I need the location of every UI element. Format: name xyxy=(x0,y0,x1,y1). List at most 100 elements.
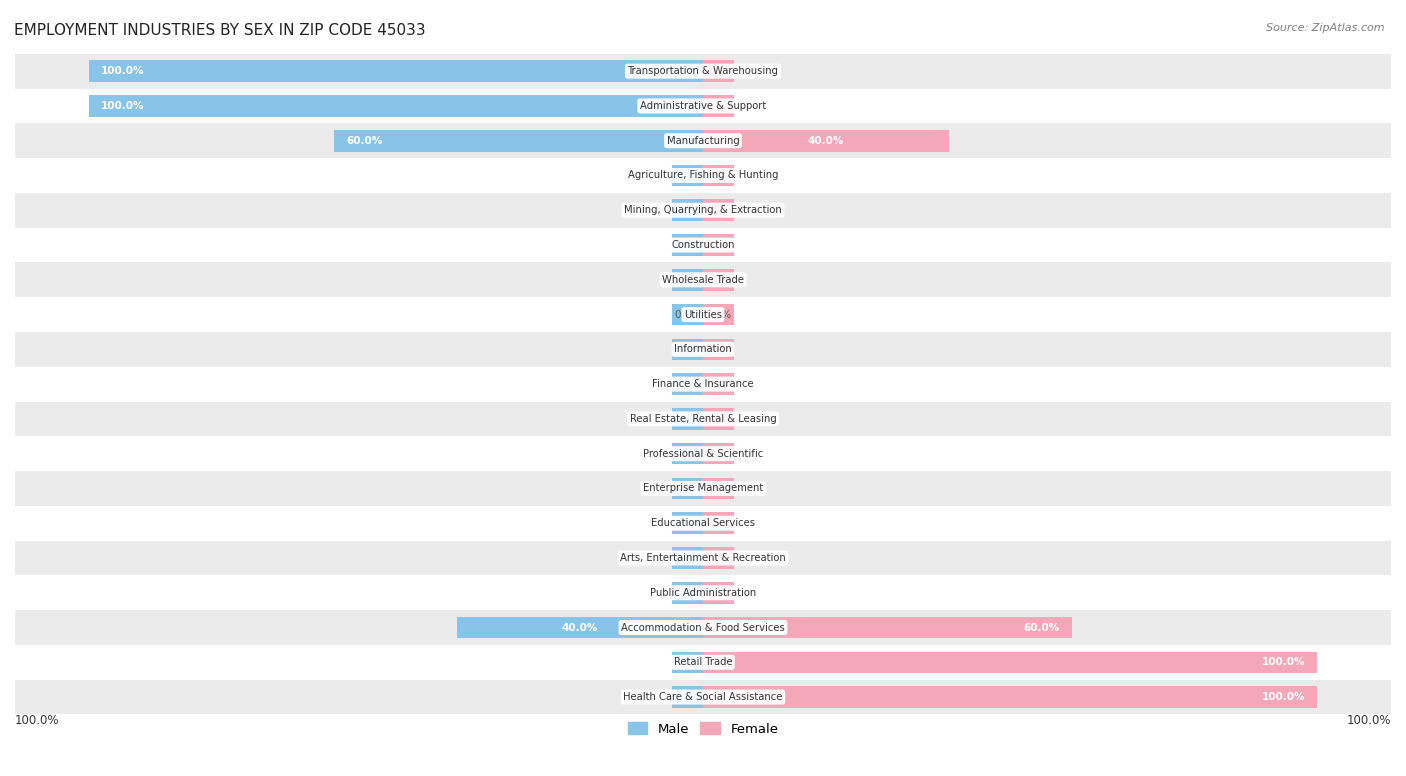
Text: 0.0%: 0.0% xyxy=(706,518,731,528)
Text: 0.0%: 0.0% xyxy=(675,692,700,702)
Bar xyxy=(703,478,734,499)
Bar xyxy=(703,165,734,186)
Bar xyxy=(15,471,1391,506)
Bar xyxy=(15,297,1391,332)
Text: 0.0%: 0.0% xyxy=(675,449,700,459)
Bar xyxy=(703,547,734,569)
Text: 0.0%: 0.0% xyxy=(706,379,731,389)
Text: 0.0%: 0.0% xyxy=(675,518,700,528)
Text: 0.0%: 0.0% xyxy=(706,587,731,598)
Text: 40.0%: 40.0% xyxy=(807,136,844,146)
Bar xyxy=(457,617,703,639)
Bar xyxy=(15,436,1391,471)
Bar xyxy=(703,582,734,604)
Bar xyxy=(672,269,703,290)
Text: 0.0%: 0.0% xyxy=(706,553,731,563)
Bar xyxy=(15,506,1391,541)
Bar xyxy=(672,686,703,708)
Text: 0.0%: 0.0% xyxy=(675,553,700,563)
Text: 0.0%: 0.0% xyxy=(675,379,700,389)
Bar xyxy=(672,303,703,325)
Text: 0.0%: 0.0% xyxy=(675,587,700,598)
Text: 0.0%: 0.0% xyxy=(675,240,700,250)
Text: 60.0%: 60.0% xyxy=(347,136,382,146)
Text: 0.0%: 0.0% xyxy=(706,206,731,215)
Bar xyxy=(703,95,734,116)
Bar xyxy=(672,199,703,221)
Text: 0.0%: 0.0% xyxy=(675,171,700,181)
Bar xyxy=(672,408,703,430)
Text: 0.0%: 0.0% xyxy=(706,483,731,494)
Bar xyxy=(15,332,1391,367)
Bar xyxy=(672,338,703,360)
Text: Finance & Insurance: Finance & Insurance xyxy=(652,379,754,389)
Bar xyxy=(15,193,1391,227)
Text: Transportation & Warehousing: Transportation & Warehousing xyxy=(627,66,779,76)
Text: 100.0%: 100.0% xyxy=(101,101,145,111)
Text: 0.0%: 0.0% xyxy=(675,414,700,424)
Bar xyxy=(15,680,1391,715)
Text: 0.0%: 0.0% xyxy=(675,483,700,494)
Text: Educational Services: Educational Services xyxy=(651,518,755,528)
Bar xyxy=(672,582,703,604)
Text: EMPLOYMENT INDUSTRIES BY SEX IN ZIP CODE 45033: EMPLOYMENT INDUSTRIES BY SEX IN ZIP CODE… xyxy=(14,23,426,38)
Bar xyxy=(703,234,734,256)
Text: Professional & Scientific: Professional & Scientific xyxy=(643,449,763,459)
Bar xyxy=(703,269,734,290)
Text: Enterprise Management: Enterprise Management xyxy=(643,483,763,494)
Text: Real Estate, Rental & Leasing: Real Estate, Rental & Leasing xyxy=(630,414,776,424)
Bar xyxy=(672,547,703,569)
Bar xyxy=(15,262,1391,297)
Bar xyxy=(15,401,1391,436)
Bar xyxy=(672,443,703,465)
Text: Agriculture, Fishing & Hunting: Agriculture, Fishing & Hunting xyxy=(627,171,779,181)
Bar xyxy=(15,158,1391,193)
Text: Wholesale Trade: Wholesale Trade xyxy=(662,275,744,285)
Text: 100.0%: 100.0% xyxy=(15,715,59,727)
Bar xyxy=(703,408,734,430)
Text: Accommodation & Food Services: Accommodation & Food Services xyxy=(621,622,785,632)
Text: Health Care & Social Assistance: Health Care & Social Assistance xyxy=(623,692,783,702)
Bar xyxy=(703,338,734,360)
Text: 0.0%: 0.0% xyxy=(675,657,700,667)
Bar xyxy=(703,61,734,82)
Text: 0.0%: 0.0% xyxy=(706,171,731,181)
Text: 60.0%: 60.0% xyxy=(1024,622,1059,632)
Text: 0.0%: 0.0% xyxy=(706,449,731,459)
Text: 0.0%: 0.0% xyxy=(706,101,731,111)
Bar xyxy=(703,303,734,325)
Legend: Male, Female: Male, Female xyxy=(623,717,783,741)
Bar xyxy=(672,652,703,673)
Text: Arts, Entertainment & Recreation: Arts, Entertainment & Recreation xyxy=(620,553,786,563)
Text: 0.0%: 0.0% xyxy=(675,345,700,355)
Text: Administrative & Support: Administrative & Support xyxy=(640,101,766,111)
Bar xyxy=(672,373,703,395)
Bar xyxy=(15,88,1391,123)
Bar xyxy=(703,199,734,221)
Bar xyxy=(703,130,949,151)
Bar xyxy=(672,478,703,499)
Text: 0.0%: 0.0% xyxy=(706,66,731,76)
Bar xyxy=(15,54,1391,88)
Text: 0.0%: 0.0% xyxy=(675,275,700,285)
Bar xyxy=(672,165,703,186)
Bar xyxy=(89,95,703,116)
Bar xyxy=(15,610,1391,645)
Bar xyxy=(672,512,703,534)
Text: Mining, Quarrying, & Extraction: Mining, Quarrying, & Extraction xyxy=(624,206,782,215)
Text: Manufacturing: Manufacturing xyxy=(666,136,740,146)
Bar xyxy=(703,652,1317,673)
Text: Source: ZipAtlas.com: Source: ZipAtlas.com xyxy=(1267,23,1385,33)
Bar xyxy=(335,130,703,151)
Bar xyxy=(703,443,734,465)
Text: 0.0%: 0.0% xyxy=(706,240,731,250)
Text: 100.0%: 100.0% xyxy=(1347,715,1391,727)
Text: Construction: Construction xyxy=(671,240,735,250)
Text: 0.0%: 0.0% xyxy=(706,310,731,320)
Text: 0.0%: 0.0% xyxy=(706,275,731,285)
Text: 0.0%: 0.0% xyxy=(675,206,700,215)
Bar xyxy=(703,512,734,534)
Bar xyxy=(15,123,1391,158)
Text: 0.0%: 0.0% xyxy=(675,310,700,320)
Bar xyxy=(703,617,1071,639)
